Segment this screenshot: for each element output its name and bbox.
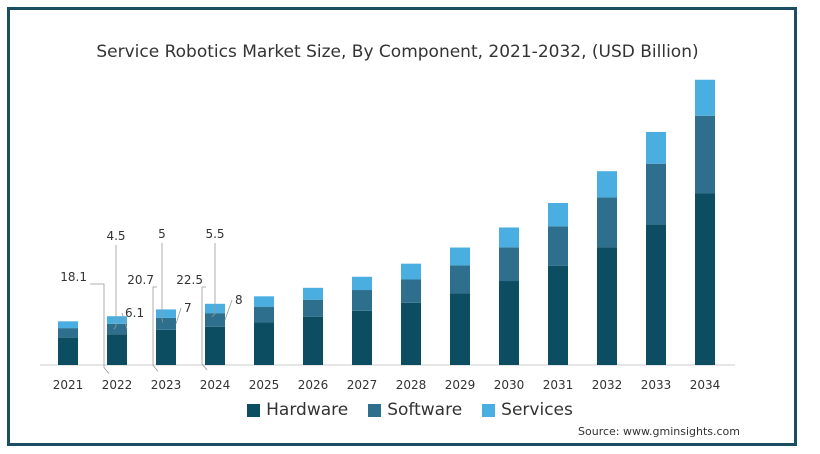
legend-swatch-hardware (247, 403, 261, 417)
bar-software-2033 (646, 163, 666, 225)
x-tick-label: 2028 (396, 378, 427, 392)
data-label-hardware-2023: 20.7 (127, 273, 154, 287)
data-label-leader (211, 243, 216, 318)
data-label-leader (224, 299, 233, 321)
bar-hardware-2028 (401, 302, 421, 365)
x-tick-label: 2032 (592, 378, 623, 392)
legend-item-hardware: Hardware (247, 400, 348, 420)
legend-label-software: Software (387, 400, 463, 420)
data-label-services-2024: 5.5 (205, 227, 224, 241)
legend-swatch-software (368, 403, 382, 417)
data-label-leader (90, 283, 110, 374)
x-tick-label: 2030 (494, 378, 525, 392)
bar-hardware-2023 (156, 329, 176, 365)
bar-hardware-2021 (58, 337, 78, 365)
x-axis-ticks: 2021 2022 2023 2024 2025 2026 2027 2028 2029 2030… (53, 378, 721, 392)
bar-software-2032 (597, 197, 617, 248)
bar-software-2031 (548, 226, 568, 266)
x-tick-label: 2023 (151, 378, 182, 392)
legend: Hardware Software Services (0, 400, 820, 420)
x-tick-label: 2021 (53, 378, 84, 392)
x-tick-label: 2025 (249, 378, 280, 392)
source-note: Source: www.gminsights.com (578, 425, 740, 438)
bar-hardware-2027 (352, 310, 372, 365)
bar-hardware-2034 (695, 193, 715, 365)
bar-software-2024 (205, 313, 225, 327)
x-tick-label: 2026 (298, 378, 329, 392)
bar-hardware-2024 (205, 326, 225, 365)
bar-services-2033 (646, 131, 666, 164)
data-label-leader (113, 245, 117, 330)
bar-hardware-2031 (548, 265, 568, 365)
bar-services-2034 (695, 79, 715, 116)
data-label-services-2023: 5 (158, 227, 166, 241)
data-label-leader (175, 307, 182, 324)
bar-software-2021 (58, 328, 78, 338)
bar-software-2023 (156, 317, 176, 330)
data-labels-group: 18.1 6.1 4.5 20.7 7 5 22.5 8 5.5 (60, 227, 243, 374)
bar-services-2032 (597, 171, 617, 198)
x-tick-label: 2031 (543, 378, 574, 392)
legend-item-software: Software (368, 400, 462, 420)
legend-label-hardware: Hardware (266, 400, 349, 420)
bar-software-2027 (352, 290, 372, 311)
x-tick-label: 2029 (445, 378, 476, 392)
bar-software-2026 (303, 299, 323, 317)
data-label-leader (161, 243, 164, 323)
bar-services-2021 (58, 321, 78, 329)
bar-services-2023 (156, 309, 176, 318)
bar-services-2026 (303, 287, 323, 300)
x-tick-label: 2033 (641, 378, 672, 392)
bar-services-2031 (548, 202, 568, 227)
bar-software-2029 (450, 265, 470, 294)
bar-services-2022 (107, 316, 127, 324)
data-label-hardware-2022: 18.1 (60, 270, 87, 284)
bars-group (40, 79, 735, 366)
data-label-hardware-2024: 22.5 (176, 273, 203, 287)
bar-software-2034 (695, 115, 715, 194)
bar-services-2030 (499, 227, 519, 248)
x-tick-label: 2027 (347, 378, 378, 392)
bar-software-2028 (401, 279, 421, 303)
bar-hardware-2022 (107, 334, 127, 365)
bar-software-2025 (254, 306, 274, 323)
legend-label-services: Services (501, 400, 573, 420)
x-tick-label: 2022 (102, 378, 133, 392)
legend-item-services: Services (482, 400, 573, 420)
data-label-software-2023: 7 (184, 301, 192, 315)
legend-swatch-services (482, 403, 496, 417)
bar-hardware-2029 (450, 293, 470, 365)
bar-services-2025 (254, 296, 274, 307)
bar-hardware-2032 (597, 247, 617, 365)
chart-title: Service Robotics Market Size, By Compone… (96, 42, 699, 62)
bar-software-2030 (499, 247, 519, 282)
data-label-leader (121, 312, 128, 330)
bar-hardware-2026 (303, 316, 323, 365)
bar-software-2022 (107, 323, 127, 335)
data-label-software-2024: 8 (235, 293, 243, 307)
data-label-leader (201, 286, 208, 371)
bar-services-2029 (450, 247, 470, 266)
bar-services-2027 (352, 276, 372, 291)
bar-hardware-2033 (646, 224, 666, 365)
bar-services-2028 (401, 263, 421, 280)
data-label-leader (152, 286, 159, 372)
bar-hardware-2025 (254, 322, 274, 365)
x-tick-label: 2034 (690, 378, 721, 392)
bar-hardware-2030 (499, 281, 519, 365)
x-tick-label: 2024 (200, 378, 231, 392)
data-label-software-2022: 6.1 (125, 306, 144, 320)
data-label-services-2022: 4.5 (106, 229, 125, 243)
